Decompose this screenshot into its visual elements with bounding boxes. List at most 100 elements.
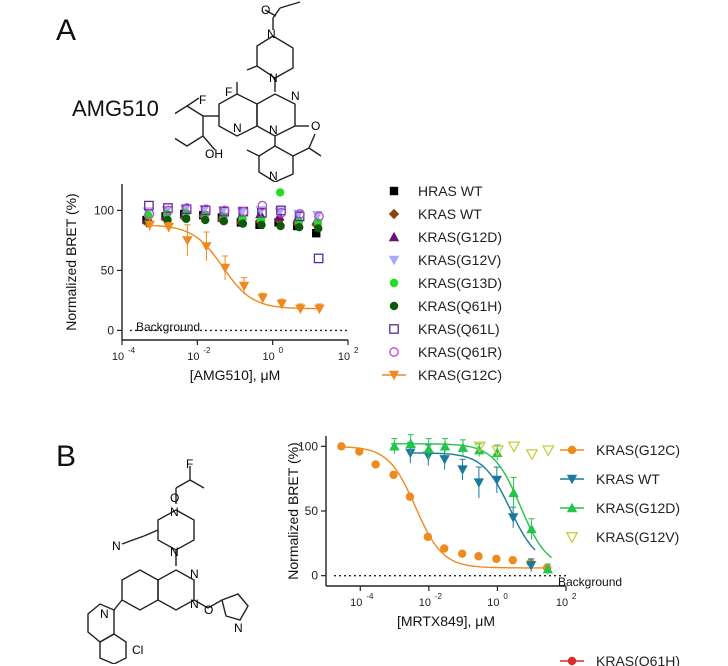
atom-label: O [261,3,270,17]
legend-marker [567,656,577,666]
data-point [526,523,537,534]
legend-marker [389,324,399,334]
data-point [312,211,323,221]
y-tick-label: 0 [311,569,318,583]
atom-label: N [190,567,199,581]
data-point [525,561,537,571]
legend-marker [388,231,400,242]
data-point [163,223,174,233]
data-point [473,441,487,453]
x-axis-label: [MRTX849], μM [397,613,495,629]
x-tick-exponent: -4 [128,346,136,355]
legend-label: HRAS WT [418,183,483,199]
y-axis-label: Normalized BRET (%) [63,193,79,330]
data-point [276,221,285,231]
x-tick-label: 10 [338,351,350,363]
legend-label: KRAS(G12D) [596,500,680,516]
x-axis-label: [AMG510], μM [190,367,281,383]
atom-label: N [233,121,242,135]
data-point [525,449,539,461]
data-point [405,492,415,501]
legend-label: KRAS(Q61R) [418,344,502,360]
x-tick-exponent: -2 [435,592,443,601]
chart-a: 05010010-410-2100102Background[AMG510], … [63,183,502,383]
data-point [181,214,191,223]
data-point [507,441,521,453]
data-point [312,229,321,238]
data-point [257,207,267,218]
data-point [389,441,400,451]
data-point [257,293,268,304]
data-point [405,438,416,448]
data-point [276,299,287,310]
data-point [201,242,212,252]
data-point [219,263,231,274]
data-point [314,304,325,314]
data-point [355,447,364,456]
legend-marker [389,186,399,196]
legend-label: KRAS(Q61H) [418,298,502,314]
legend-marker [567,445,577,455]
legend-label: KRAS(G12V) [596,529,679,545]
data-point [314,224,323,233]
x-tick-exponent: 0 [503,592,508,601]
x-tick-exponent: 0 [279,346,284,355]
data-point [423,532,433,542]
x-tick-exponent: -4 [366,592,374,601]
data-point [508,555,517,565]
data-point [144,220,155,230]
legend-label: KRAS(G12V) [418,252,501,268]
atom-label: F [186,458,193,471]
data-point [163,215,172,225]
data-point [371,460,380,469]
data-point [423,443,434,454]
x-tick-label: 10 [556,597,568,609]
y-tick-label: 50 [305,504,319,518]
atom-label: N [269,169,278,182]
y-tick-label: 0 [107,323,114,337]
atom-label: N [170,545,179,559]
data-point [201,204,211,215]
atom-label: OH [205,147,223,161]
legend-marker [566,502,578,513]
atom-label: N [269,71,278,85]
background-label: Background [136,320,200,334]
data-point [457,442,469,452]
data-point [144,209,155,219]
legend-label: KRAS(Q61H) [596,653,680,666]
data-point [439,455,450,465]
data-point [492,447,503,458]
data-point [219,217,229,226]
fit-curve [391,443,552,559]
data-point [457,549,467,558]
data-point [542,563,554,574]
legend-label: KRAS(G12C) [596,442,680,458]
legend-label: KRAS(G12C) [418,367,502,383]
data-point [473,478,485,488]
data-point [275,188,285,197]
data-point [201,215,210,225]
x-tick-label: 10 [487,597,499,609]
data-point [457,465,468,475]
atom-label: N [100,607,109,621]
chart-b: 05010010-410-2100102Background[MRTX849],… [285,434,680,666]
atom-label: N [234,621,243,635]
x-tick-exponent: 2 [572,592,577,601]
x-tick-label: 10 [263,351,275,363]
legend-marker [389,301,399,311]
data-point [440,544,449,553]
data-point [491,475,503,486]
fit-curve [338,446,552,569]
panel-b-label: B [56,440,77,473]
atom-label: O [170,491,179,505]
atom-label: N [170,505,179,519]
atom-label: Cl [132,643,143,657]
panel-a-label: A [56,14,77,47]
background-label: Background [558,575,622,589]
y-axis-label: Normalized BRET (%) [285,442,301,579]
x-tick-label: 10 [419,597,431,609]
x-tick-label: 10 [187,351,199,363]
data-point [474,552,483,561]
data-point [508,487,519,498]
data-point [276,207,287,218]
